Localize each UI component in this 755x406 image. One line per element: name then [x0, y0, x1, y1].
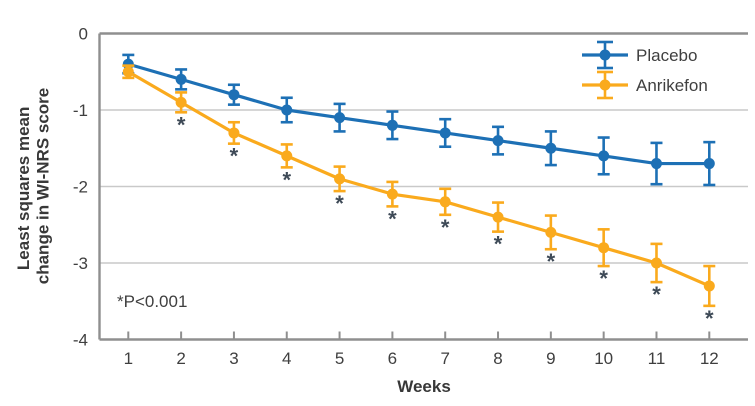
x-tick-label: 8 [493, 349, 502, 368]
anrikefon-point [650, 257, 662, 269]
legend-label-placebo: Placebo [636, 46, 697, 65]
placebo-point [545, 142, 557, 154]
placebo-point [703, 158, 715, 170]
significance-note: *P<0.001 [117, 292, 187, 311]
y-tick-label: -3 [73, 254, 88, 273]
anrikefon-point [228, 127, 240, 139]
significance-asterisk: * [230, 144, 239, 169]
axes-layer [98, 32, 748, 341]
significance-asterisk: * [177, 112, 186, 137]
x-axis-title: Weeks [397, 377, 451, 396]
x-tick-label: 3 [229, 349, 238, 368]
y-tick-label: -2 [73, 178, 88, 197]
placebo-series [122, 53, 716, 187]
y-tick-label: 0 [79, 25, 88, 44]
gridlines-layer [99, 109, 748, 264]
placebo-line [126, 62, 711, 166]
placebo-point [650, 158, 662, 170]
y-tick-label: -4 [73, 331, 88, 350]
placebo-point [492, 135, 504, 147]
x-tick-label: 1 [124, 349, 133, 368]
y-axis-title-line2: change in WI-NRS score [34, 88, 53, 284]
significance-asterisk: * [494, 232, 503, 257]
legend: Placebo Anrikefon [582, 40, 708, 100]
tick-labels-layer: 0-1-2-3-41 2 3 4 5 6 7 8 9 10 11 12 [73, 25, 719, 369]
significance-asterisk: * [705, 306, 714, 331]
legend-point-anrikefon [599, 79, 611, 91]
x-tick-label: 2 [176, 349, 185, 368]
x-tick-label: 6 [388, 349, 397, 368]
y-axis-title: Least squares mean change in WI-NRS scor… [14, 88, 53, 284]
significance-asterisk: * [599, 266, 608, 291]
legend-label-anrikefon: Anrikefon [636, 76, 708, 95]
significance-asterisk: * [388, 206, 397, 231]
x-tick-label: 11 [648, 349, 666, 368]
placebo-point [281, 104, 293, 116]
x-tick-label: 10 [594, 349, 613, 368]
series-layer: * * * * * * * * * * * [122, 53, 716, 331]
anrikefon-point [334, 173, 346, 185]
placebo-point [175, 73, 187, 85]
x-tick-label: 4 [282, 349, 291, 368]
legend-point-placebo [599, 49, 611, 61]
anrikefon-point [439, 196, 451, 208]
x-tick-label: 5 [335, 349, 344, 368]
anrikefon-line [126, 70, 711, 288]
anrikefon-point [545, 226, 557, 238]
y-axis-title-line1: Least squares mean [14, 107, 33, 270]
x-tick-label: 12 [700, 349, 719, 368]
placebo-point [439, 127, 451, 139]
placebo-point [598, 150, 610, 162]
anrikefon-point [175, 96, 187, 108]
significance-asterisk: * [335, 191, 344, 216]
placebo-point [228, 89, 240, 101]
anrikefon-point [598, 242, 610, 254]
anrikefon-point [281, 150, 293, 162]
significance-asterisk: * [282, 167, 291, 192]
placebo-point [334, 112, 346, 124]
placebo-point [386, 119, 398, 131]
anrikefon-point [703, 280, 715, 292]
significance-asterisk: * [547, 249, 556, 274]
x-tick-label: 7 [440, 349, 449, 368]
anrikefon-point [122, 66, 134, 78]
anrikefon-series: * * * * * * * * * * * [122, 64, 716, 331]
x-tick-label: 9 [546, 349, 555, 368]
anrikefon-point [386, 188, 398, 200]
y-tick-label: -1 [73, 101, 88, 120]
legend-markers [582, 40, 628, 100]
significance-asterisk: * [441, 215, 450, 240]
anrikefon-point [492, 211, 504, 223]
significance-asterisk: * [652, 282, 661, 307]
